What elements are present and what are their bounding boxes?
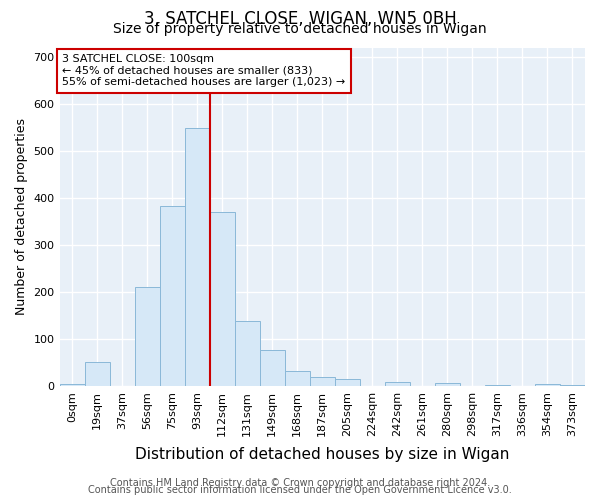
Bar xyxy=(160,206,185,386)
Bar xyxy=(209,212,235,386)
Text: 3 SATCHEL CLOSE: 100sqm
← 45% of detached houses are smaller (833)
55% of semi-d: 3 SATCHEL CLOSE: 100sqm ← 45% of detache… xyxy=(62,54,346,88)
Bar xyxy=(185,128,209,386)
Bar xyxy=(385,382,410,386)
Bar xyxy=(134,286,160,386)
Bar xyxy=(485,385,510,386)
Bar xyxy=(335,380,360,386)
Text: Size of property relative to detached houses in Wigan: Size of property relative to detached ho… xyxy=(113,22,487,36)
Bar xyxy=(260,350,285,387)
Bar xyxy=(235,320,260,386)
Bar xyxy=(59,384,85,386)
Bar xyxy=(310,377,335,386)
Y-axis label: Number of detached properties: Number of detached properties xyxy=(15,118,28,316)
Bar xyxy=(85,362,110,386)
Text: Contains HM Land Registry data © Crown copyright and database right 2024.: Contains HM Land Registry data © Crown c… xyxy=(110,478,490,488)
X-axis label: Distribution of detached houses by size in Wigan: Distribution of detached houses by size … xyxy=(135,448,509,462)
Bar xyxy=(535,384,560,386)
Bar xyxy=(560,384,585,386)
Bar xyxy=(435,382,460,386)
Bar xyxy=(285,372,310,386)
Text: Contains public sector information licensed under the Open Government Licence v3: Contains public sector information licen… xyxy=(88,485,512,495)
Text: 3, SATCHEL CLOSE, WIGAN, WN5 0BH: 3, SATCHEL CLOSE, WIGAN, WN5 0BH xyxy=(143,10,457,28)
